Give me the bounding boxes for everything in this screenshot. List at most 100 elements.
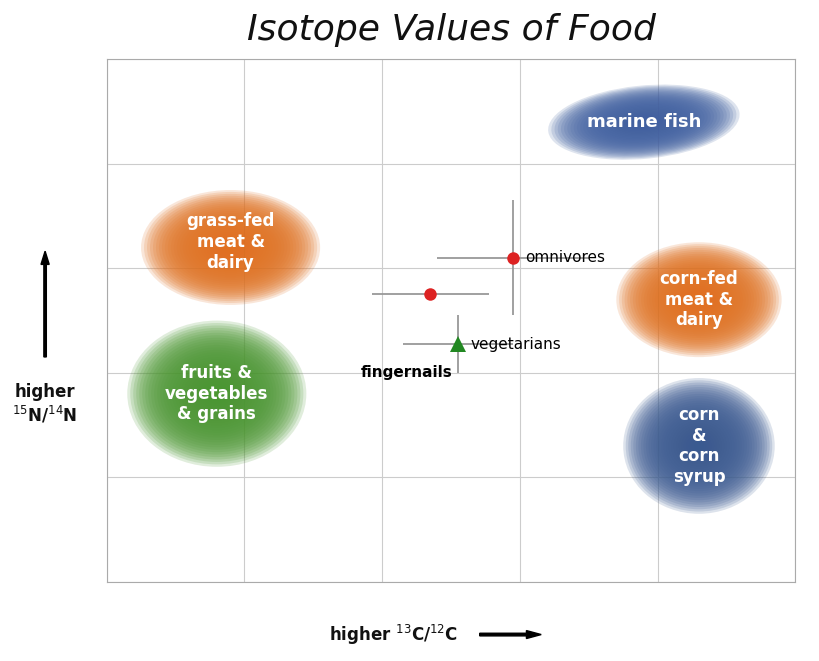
- Ellipse shape: [127, 321, 306, 467]
- Ellipse shape: [665, 277, 731, 323]
- Ellipse shape: [632, 387, 763, 505]
- Ellipse shape: [653, 405, 744, 486]
- Ellipse shape: [188, 221, 272, 274]
- Ellipse shape: [649, 265, 748, 334]
- Ellipse shape: [141, 190, 319, 305]
- Ellipse shape: [169, 355, 265, 433]
- Ellipse shape: [635, 256, 762, 344]
- Ellipse shape: [136, 328, 297, 459]
- Ellipse shape: [570, 93, 717, 151]
- Ellipse shape: [174, 211, 287, 284]
- Ellipse shape: [582, 98, 704, 146]
- Ellipse shape: [163, 350, 270, 438]
- Ellipse shape: [622, 378, 774, 514]
- Ellipse shape: [595, 103, 691, 141]
- Ellipse shape: [611, 110, 675, 135]
- Ellipse shape: [635, 389, 761, 502]
- Ellipse shape: [172, 357, 261, 430]
- Text: fingernails: fingernails: [360, 366, 451, 380]
- Ellipse shape: [142, 332, 291, 455]
- Ellipse shape: [550, 86, 735, 159]
- Ellipse shape: [183, 367, 249, 420]
- Ellipse shape: [157, 345, 276, 442]
- Ellipse shape: [657, 271, 740, 329]
- Ellipse shape: [654, 269, 742, 330]
- Ellipse shape: [673, 423, 723, 469]
- Ellipse shape: [667, 419, 728, 473]
- Ellipse shape: [159, 202, 302, 293]
- Ellipse shape: [637, 258, 758, 342]
- Ellipse shape: [557, 89, 729, 156]
- Ellipse shape: [618, 244, 778, 355]
- Ellipse shape: [637, 391, 758, 500]
- Text: vegetarians: vegetarians: [470, 336, 560, 352]
- Title: Isotope Values of Food: Isotope Values of Food: [247, 13, 654, 47]
- Text: marine fish: marine fish: [586, 113, 700, 131]
- Ellipse shape: [563, 91, 722, 153]
- Ellipse shape: [154, 342, 279, 445]
- Ellipse shape: [648, 401, 749, 491]
- Ellipse shape: [150, 196, 310, 299]
- Ellipse shape: [646, 263, 750, 336]
- Ellipse shape: [579, 97, 707, 147]
- Ellipse shape: [576, 96, 710, 149]
- Ellipse shape: [663, 414, 734, 478]
- Ellipse shape: [197, 227, 263, 268]
- Ellipse shape: [567, 92, 720, 152]
- Ellipse shape: [665, 416, 731, 475]
- Ellipse shape: [186, 219, 275, 276]
- Ellipse shape: [671, 280, 726, 319]
- Ellipse shape: [658, 410, 739, 482]
- Ellipse shape: [183, 217, 278, 278]
- Text: corn
&
corn
syrup: corn & corn syrup: [672, 406, 724, 486]
- Ellipse shape: [651, 267, 745, 332]
- Ellipse shape: [554, 87, 732, 157]
- Ellipse shape: [659, 273, 736, 327]
- Ellipse shape: [630, 385, 767, 507]
- Ellipse shape: [586, 100, 700, 145]
- Ellipse shape: [621, 246, 775, 354]
- Ellipse shape: [640, 394, 756, 498]
- Ellipse shape: [178, 362, 256, 426]
- Ellipse shape: [147, 194, 314, 301]
- Ellipse shape: [192, 223, 269, 272]
- Ellipse shape: [160, 348, 274, 440]
- Ellipse shape: [605, 107, 681, 137]
- Ellipse shape: [560, 90, 726, 155]
- Ellipse shape: [667, 279, 728, 321]
- Text: grass-fed
meat &
dairy: grass-fed meat & dairy: [186, 212, 274, 272]
- Text: omnivores: omnivores: [525, 251, 604, 266]
- Ellipse shape: [547, 85, 739, 160]
- Ellipse shape: [650, 403, 746, 489]
- Text: corn-fed
meat &
dairy: corn-fed meat & dairy: [658, 270, 737, 329]
- Text: higher
$^{15}$N/$^{14}$N: higher $^{15}$N/$^{14}$N: [12, 383, 78, 426]
- Ellipse shape: [133, 325, 300, 462]
- Ellipse shape: [151, 340, 282, 447]
- Ellipse shape: [156, 200, 305, 295]
- Ellipse shape: [181, 364, 252, 423]
- Ellipse shape: [144, 192, 317, 303]
- Ellipse shape: [671, 421, 726, 471]
- Ellipse shape: [139, 330, 294, 457]
- Ellipse shape: [177, 213, 284, 282]
- Ellipse shape: [179, 215, 281, 280]
- Ellipse shape: [187, 369, 247, 418]
- Ellipse shape: [624, 248, 772, 352]
- Ellipse shape: [640, 260, 756, 340]
- Ellipse shape: [589, 101, 697, 143]
- Ellipse shape: [643, 261, 753, 338]
- Ellipse shape: [161, 204, 299, 292]
- Ellipse shape: [201, 228, 260, 266]
- Ellipse shape: [643, 396, 753, 496]
- Ellipse shape: [153, 198, 308, 297]
- Ellipse shape: [616, 242, 781, 357]
- Ellipse shape: [168, 208, 293, 288]
- Ellipse shape: [627, 250, 770, 350]
- Ellipse shape: [592, 102, 694, 142]
- Ellipse shape: [645, 399, 751, 493]
- Ellipse shape: [573, 95, 713, 150]
- Ellipse shape: [629, 252, 767, 348]
- Ellipse shape: [148, 338, 285, 449]
- Ellipse shape: [660, 412, 736, 480]
- Ellipse shape: [145, 335, 288, 452]
